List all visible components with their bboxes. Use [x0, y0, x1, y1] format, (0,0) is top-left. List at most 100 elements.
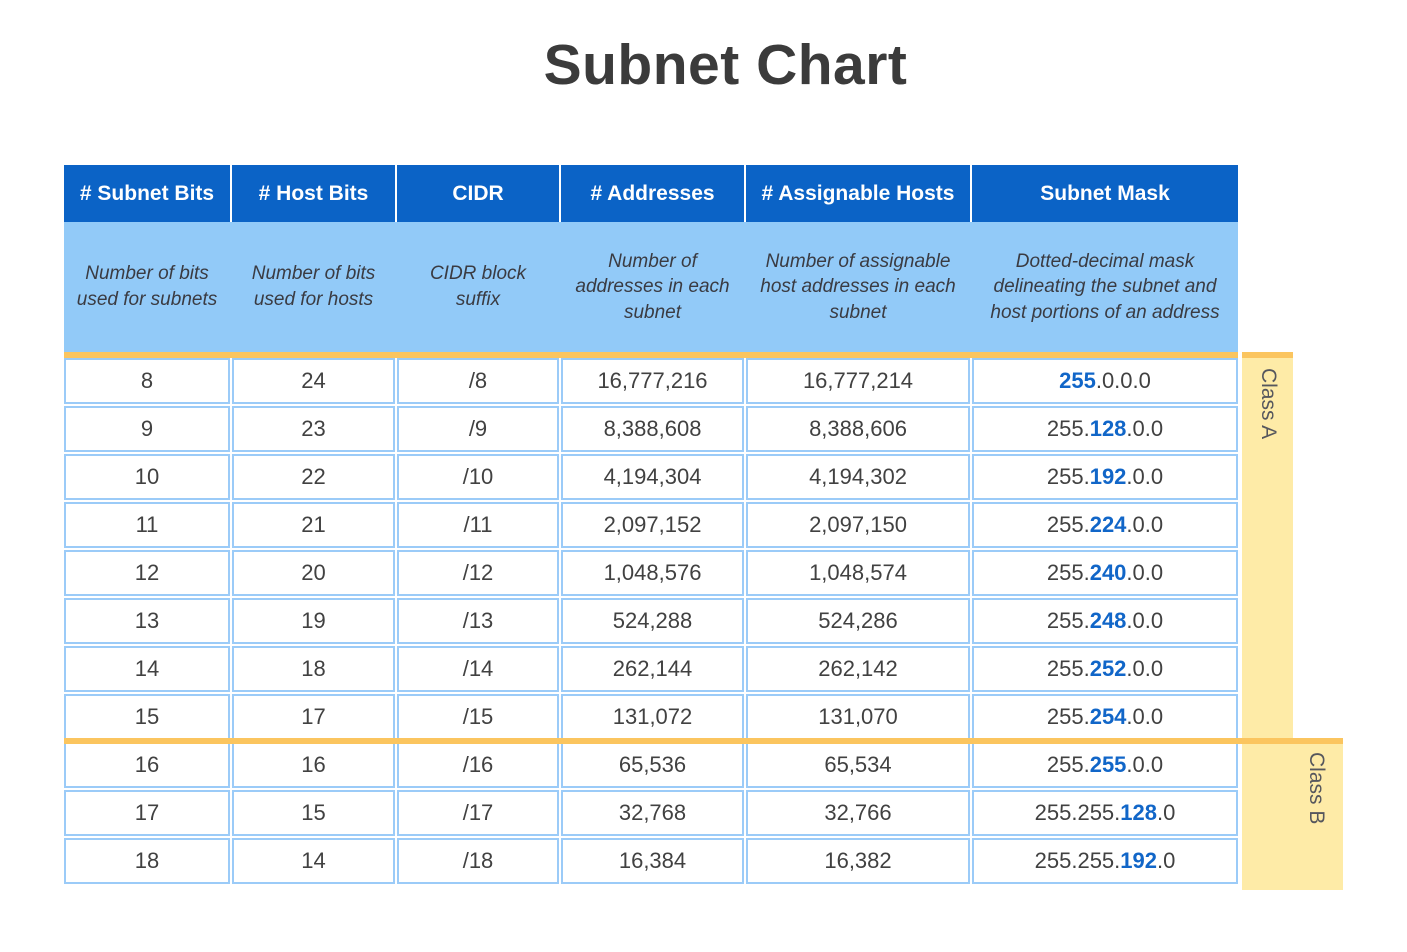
mask-prefix: 255. — [1046, 512, 1090, 537]
cell-subnet-bits: 15 — [64, 694, 230, 740]
cell-addresses: 16,384 — [561, 838, 744, 884]
mask-suffix: .0.0 — [1126, 464, 1164, 489]
cell-host-bits: 22 — [232, 454, 395, 500]
mask-highlighted-octet: 240 — [1089, 560, 1127, 585]
cell-host-bits: 18 — [232, 646, 395, 692]
cell-assignable-hosts: 524,286 — [746, 598, 970, 644]
cell-subnet-bits: 8 — [64, 358, 230, 404]
cell-addresses: 524,288 — [561, 598, 744, 644]
cell-subnet-mask: 255. 252.0.0 — [972, 646, 1238, 692]
cell-cidr: /17 — [397, 790, 559, 836]
cell-host-bits: 15 — [232, 790, 395, 836]
cell-assignable-hosts: 2,097,150 — [746, 502, 970, 548]
cell-assignable-hosts: 16,777,214 — [746, 358, 970, 404]
header-cell-addresses: # Addresses — [561, 165, 744, 222]
subnet-table: # Subnet Bits # Host Bits CIDR # Address… — [64, 165, 1238, 884]
class-a-label: Class A — [1257, 368, 1280, 440]
cell-addresses: 32,768 — [561, 790, 744, 836]
cell-assignable-hosts: 16,382 — [746, 838, 970, 884]
header-cell-subnet-bits: # Subnet Bits — [64, 165, 230, 222]
cell-subnet-mask: 255. 248.0.0 — [972, 598, 1238, 644]
cell-addresses: 131,072 — [561, 694, 744, 740]
cell-subnet-bits: 13 — [64, 598, 230, 644]
cell-cidr: /9 — [397, 406, 559, 452]
mask-prefix: 255.255. — [1034, 800, 1121, 825]
mask-suffix: .0 — [1157, 848, 1176, 873]
header-cell-subnet-mask: Subnet Mask — [972, 165, 1238, 222]
cell-addresses: 16,777,216 — [561, 358, 744, 404]
cell-cidr: /18 — [397, 838, 559, 884]
cell-subnet-mask: 255.255. 192.0 — [972, 838, 1238, 884]
cell-assignable-hosts: 1,048,574 — [746, 550, 970, 596]
header-cell-cidr: CIDR — [397, 165, 559, 222]
cell-cidr: /16 — [397, 742, 559, 788]
class-divider-line — [64, 738, 1343, 744]
mask-suffix: .0.0 — [1126, 704, 1164, 729]
header-cell-host-bits: # Host Bits — [232, 165, 395, 222]
cell-assignable-hosts: 8,388,606 — [746, 406, 970, 452]
cell-host-bits: 21 — [232, 502, 395, 548]
mask-highlighted-octet: 252 — [1089, 656, 1127, 681]
cell-addresses: 4,194,304 — [561, 454, 744, 500]
cell-host-bits: 14 — [232, 838, 395, 884]
mask-prefix: 255. — [1046, 416, 1090, 441]
cell-subnet-bits: 17 — [64, 790, 230, 836]
mask-highlighted-octet: 224 — [1089, 512, 1127, 537]
cell-subnet-mask: 255. 128.0.0 — [972, 406, 1238, 452]
cell-assignable-hosts: 131,070 — [746, 694, 970, 740]
cell-subnet-mask: 255. 240.0.0 — [972, 550, 1238, 596]
description-cidr: CIDR block suffix — [429, 263, 527, 310]
mask-prefix: 255. — [1046, 608, 1090, 633]
cell-subnet-mask: 255.255. 128.0 — [972, 790, 1238, 836]
mask-prefix: 255.255. — [1034, 848, 1121, 873]
cell-host-bits: 17 — [232, 694, 395, 740]
cell-assignable-hosts: 262,142 — [746, 646, 970, 692]
mask-prefix: 255. — [1046, 704, 1090, 729]
cell-cidr: /12 — [397, 550, 559, 596]
cell-assignable-hosts: 4,194,302 — [746, 454, 970, 500]
cell-subnet-bits: 16 — [64, 742, 230, 788]
description-assignable-hosts: Number of assignable host addresses in e… — [760, 250, 956, 323]
cell-cidr: /8 — [397, 358, 559, 404]
header-cell-assignable-hosts: # Assignable Hosts — [746, 165, 970, 222]
cell-subnet-bits: 9 — [64, 406, 230, 452]
cell-subnet-bits: 14 — [64, 646, 230, 692]
cell-assignable-hosts: 32,766 — [746, 790, 970, 836]
mask-prefix: 255. — [1046, 752, 1090, 777]
mask-prefix: 255. — [1046, 560, 1090, 585]
mask-highlighted-octet: 254 — [1089, 704, 1127, 729]
mask-prefix: 255. — [1046, 464, 1090, 489]
description-subnet-mask: Dotted-decimal mask delineating the subn… — [990, 250, 1220, 323]
cell-addresses: 1,048,576 — [561, 550, 744, 596]
class-b-band: Class B — [1242, 744, 1343, 890]
mask-suffix: .0.0.0 — [1095, 368, 1151, 393]
mask-suffix: .0.0 — [1126, 416, 1164, 441]
cell-host-bits: 19 — [232, 598, 395, 644]
cell-subnet-mask: 255. 192.0.0 — [972, 454, 1238, 500]
cell-subnet-mask: 255.0.0.0 — [972, 358, 1238, 404]
mask-prefix: 255. — [1046, 656, 1090, 681]
mask-highlighted-octet: 248 — [1089, 608, 1127, 633]
description-host-bits: Number of bits used for hosts — [251, 263, 376, 310]
cell-assignable-hosts: 65,534 — [746, 742, 970, 788]
mask-suffix: .0.0 — [1126, 656, 1164, 681]
class-b-label: Class B — [1305, 752, 1328, 825]
cell-subnet-mask: 255. 224.0.0 — [972, 502, 1238, 548]
table-header-row: # Subnet Bits # Host Bits CIDR # Address… — [64, 165, 1238, 222]
description-addresses: Number of addresses in each subnet — [575, 250, 730, 323]
mask-suffix: .0 — [1157, 800, 1176, 825]
cell-subnet-bits: 10 — [64, 454, 230, 500]
cell-addresses: 2,097,152 — [561, 502, 744, 548]
class-a-band: Class A — [1242, 352, 1293, 741]
mask-highlighted-octet: 192 — [1089, 464, 1127, 489]
cell-cidr: /11 — [397, 502, 559, 548]
mask-suffix: .0.0 — [1126, 512, 1164, 537]
cell-cidr: /13 — [397, 598, 559, 644]
page-title: Subnet Chart — [543, 33, 908, 97]
mask-suffix: .0.0 — [1126, 560, 1164, 585]
cell-subnet-mask: 255. 254.0.0 — [972, 694, 1238, 740]
cell-subnet-bits: 11 — [64, 502, 230, 548]
mask-highlighted-octet: 255 — [1059, 368, 1096, 393]
mask-highlighted-octet: 192 — [1120, 848, 1157, 873]
